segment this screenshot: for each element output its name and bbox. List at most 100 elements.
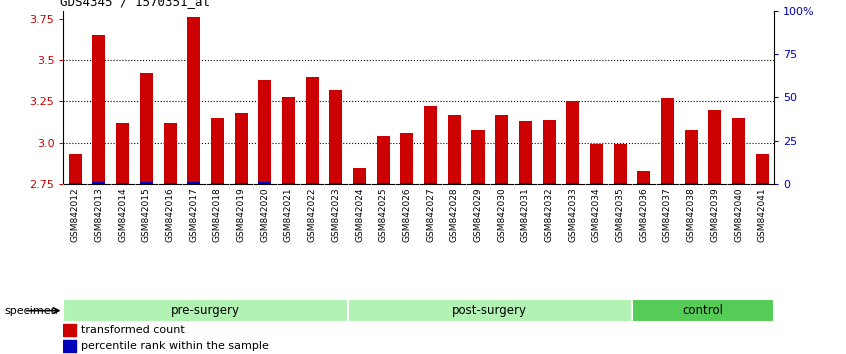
Bar [69,154,82,184]
Text: control: control [683,304,723,317]
Bar [613,183,627,184]
Bar [400,133,414,184]
Bar [305,77,319,184]
Bar [448,115,461,184]
Bar [471,183,485,184]
Bar [755,154,769,184]
Bar [424,107,437,184]
Bar [637,183,651,184]
Text: GSM842019: GSM842019 [237,188,245,242]
Bar [211,118,224,184]
Bar [92,182,106,184]
Text: GSM842038: GSM842038 [687,188,695,242]
Text: GSM842016: GSM842016 [166,188,174,242]
Text: GSM842037: GSM842037 [663,188,672,242]
Text: GSM842017: GSM842017 [190,188,198,242]
Bar [755,183,769,184]
Bar [400,183,414,184]
Bar [234,183,248,184]
Bar [566,183,580,184]
Bar [732,183,745,184]
Bar [282,183,295,184]
Bar [140,73,153,184]
Bar [708,110,722,184]
Bar [258,80,272,184]
Bar [348,299,632,322]
Bar [566,102,580,184]
Bar [92,35,106,184]
Bar [163,123,177,184]
Text: pre-surgery: pre-surgery [171,304,240,317]
Bar [211,183,224,184]
Bar [542,120,556,184]
Text: GSM842018: GSM842018 [213,188,222,242]
Text: GSM842021: GSM842021 [284,188,293,242]
Bar [495,183,508,184]
Text: GSM842014: GSM842014 [118,188,127,242]
Bar [495,115,508,184]
Text: GSM842013: GSM842013 [95,188,103,242]
Text: GSM842035: GSM842035 [616,188,624,242]
Text: GSM842029: GSM842029 [474,188,482,242]
Text: percentile rank within the sample: percentile rank within the sample [80,341,268,352]
Bar [140,182,153,184]
Bar [329,183,343,184]
Bar [448,183,461,184]
Text: GSM842012: GSM842012 [71,188,80,242]
Bar [632,299,774,322]
Text: GSM842027: GSM842027 [426,188,435,242]
Bar [424,183,437,184]
Text: GSM842026: GSM842026 [403,188,411,242]
Text: GDS4345 / 1570351_at: GDS4345 / 1570351_at [60,0,210,8]
Text: GSM842030: GSM842030 [497,188,506,242]
Text: post-surgery: post-surgery [453,304,527,317]
Text: GSM842033: GSM842033 [569,188,577,242]
Bar [661,98,674,184]
Bar [116,183,129,184]
Bar [63,324,76,336]
Bar [590,183,603,184]
Bar [282,97,295,184]
Bar [471,130,485,184]
Text: specimen: specimen [4,306,58,316]
Bar [116,123,129,184]
Text: GSM842024: GSM842024 [355,188,364,242]
Bar [329,90,343,184]
Text: GSM842034: GSM842034 [592,188,601,242]
Text: transformed count: transformed count [80,325,184,336]
Text: GSM842015: GSM842015 [142,188,151,242]
Bar [163,183,177,184]
Bar [376,136,390,184]
Bar [542,183,556,184]
Bar [590,144,603,184]
Bar [684,130,698,184]
Bar [187,17,201,184]
Text: GSM842020: GSM842020 [261,188,269,242]
Bar [708,183,722,184]
Bar [613,144,627,184]
Text: GSM842041: GSM842041 [758,188,766,242]
Bar [63,299,348,322]
Bar [661,183,674,184]
Bar [637,171,651,184]
Text: GSM842025: GSM842025 [379,188,387,242]
Text: GSM842036: GSM842036 [640,188,648,242]
Text: GSM842032: GSM842032 [545,188,553,242]
Bar [305,183,319,184]
Text: GSM842039: GSM842039 [711,188,719,242]
Bar [519,183,532,184]
Bar [234,113,248,184]
Text: GSM842028: GSM842028 [450,188,459,242]
Bar [353,183,366,184]
Text: GSM842040: GSM842040 [734,188,743,242]
Bar [69,183,82,184]
Bar [376,183,390,184]
Text: GSM842022: GSM842022 [308,188,316,242]
Bar [63,340,76,353]
Bar [353,167,366,184]
Bar [187,182,201,184]
Bar [519,121,532,184]
Bar [732,118,745,184]
Text: GSM842031: GSM842031 [521,188,530,242]
Text: GSM842023: GSM842023 [332,188,340,242]
